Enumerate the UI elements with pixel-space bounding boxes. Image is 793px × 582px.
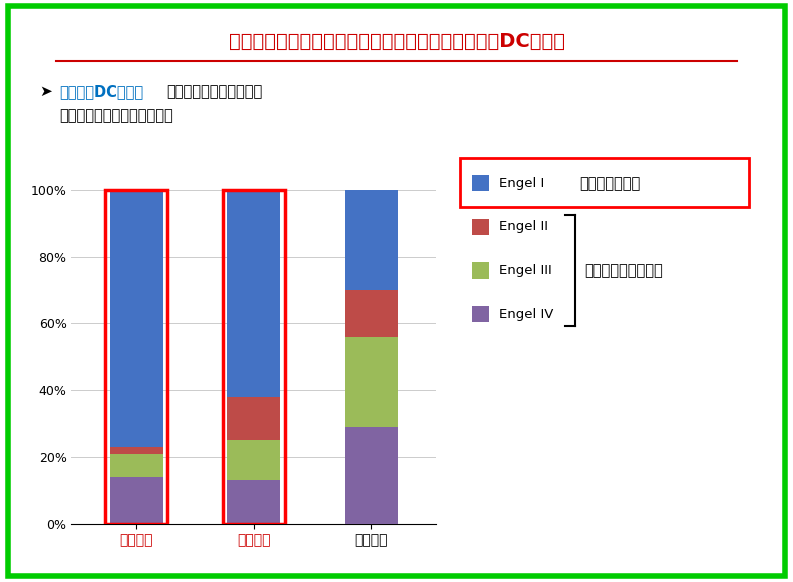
Text: 良好でない発作抑制: 良好でない発作抑制 <box>584 263 663 278</box>
Bar <box>109 190 163 447</box>
Bar <box>345 290 398 337</box>
Text: Engel III: Engel III <box>499 264 552 277</box>
Bar <box>109 453 163 477</box>
Bar <box>345 190 398 290</box>
Text: Engel IV: Engel IV <box>499 308 554 321</box>
Bar <box>223 190 285 524</box>
Text: ➤: ➤ <box>40 84 52 100</box>
Bar <box>228 480 280 524</box>
Bar <box>345 427 398 524</box>
Text: 難治てんかん焦点の新しいバイオマーカー「発作時DC電位」: 難治てんかん焦点の新しいバイオマーカー「発作時DC電位」 <box>228 32 565 51</box>
Text: 良好な発作抑制: 良好な発作抑制 <box>579 176 640 191</box>
Bar <box>345 337 398 427</box>
Bar <box>105 190 167 524</box>
Bar <box>228 440 280 480</box>
Bar <box>228 190 280 397</box>
Bar <box>109 447 163 453</box>
Text: の「中核領域」の切除は: の「中核領域」の切除は <box>167 84 262 100</box>
Text: Engel II: Engel II <box>499 221 548 233</box>
Bar <box>228 397 280 440</box>
Text: 良好な発作抑制をもたらした: 良好な発作抑制をもたらした <box>59 108 173 123</box>
Bar <box>109 477 163 524</box>
Text: Engel I: Engel I <box>499 177 544 190</box>
Text: 「発作時DC電位」: 「発作時DC電位」 <box>59 84 144 100</box>
